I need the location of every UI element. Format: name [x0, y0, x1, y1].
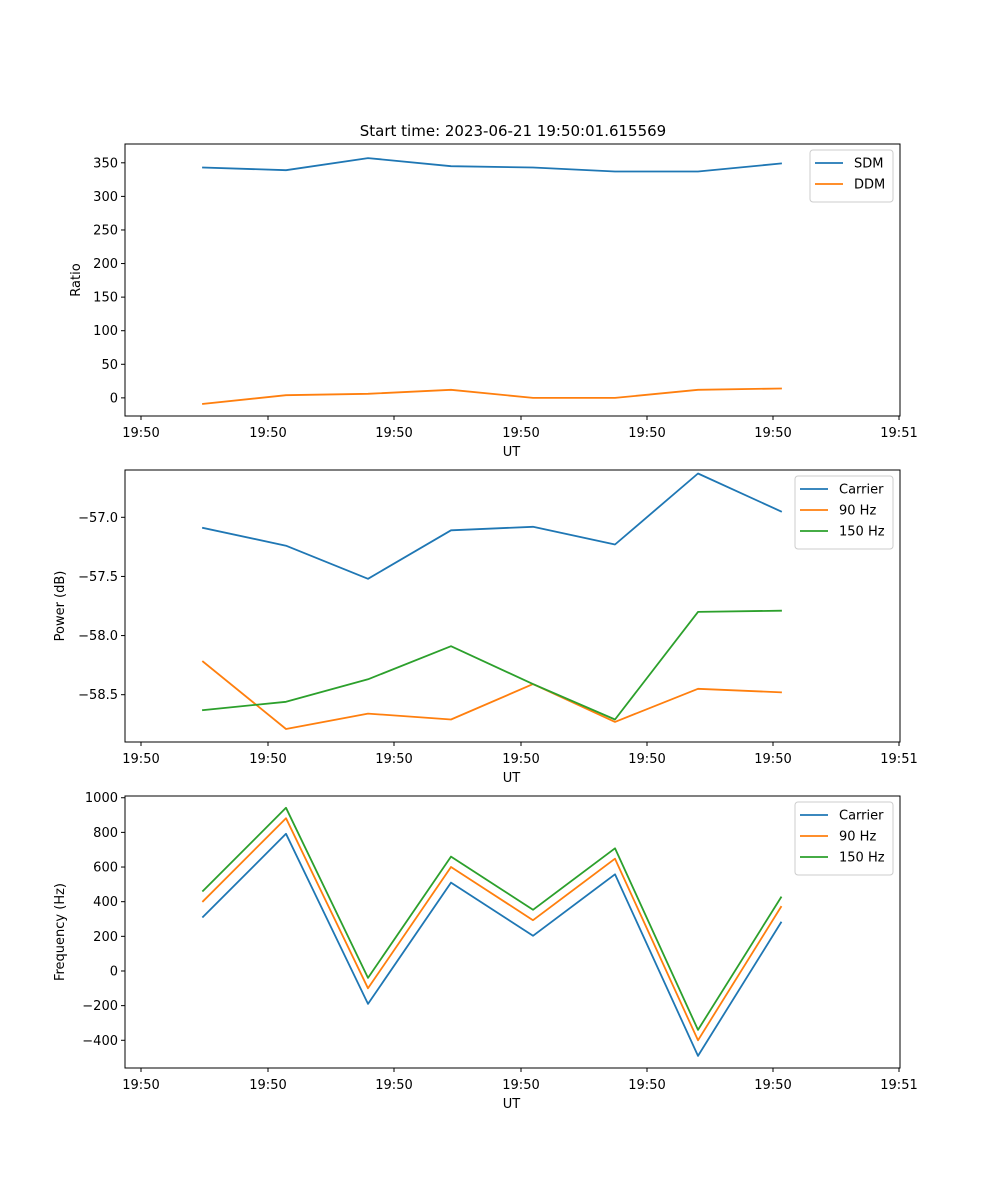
y-tick-label: 50 — [101, 358, 118, 373]
x-tick-label: 19:51 — [880, 752, 917, 767]
x-tick-label: 19:50 — [754, 426, 791, 441]
axes-frame — [124, 143, 901, 417]
y-tick-label: −58.0 — [78, 629, 118, 644]
y-tick-label: −58.5 — [78, 688, 118, 703]
y-axis-label: Power (dB) — [53, 571, 68, 642]
y-tick-label: −57.0 — [78, 511, 118, 526]
y-tick-label: 150 — [93, 291, 118, 306]
series-line-sdm — [202, 157, 782, 173]
y-axis-label: Ratio — [69, 263, 84, 296]
y-tick-label: −57.5 — [78, 570, 118, 585]
y-tick-label: 250 — [93, 223, 118, 238]
y-tick-label: −400 — [82, 1034, 118, 1049]
x-tick-label: 19:50 — [375, 752, 412, 767]
y-tick-label: 100 — [93, 324, 118, 339]
x-tick-label: 19:50 — [754, 1078, 791, 1093]
x-tick-label: 19:50 — [122, 1078, 159, 1093]
x-tick-label: 19:50 — [249, 426, 286, 441]
axes-frame — [124, 469, 901, 743]
x-tick-label: 19:50 — [375, 1078, 412, 1093]
x-tick-label: 19:50 — [375, 426, 412, 441]
legend-label: SDM — [854, 157, 883, 172]
x-axis-label: UT — [503, 445, 521, 460]
axes-frame — [124, 795, 901, 1069]
x-tick-label: 19:50 — [502, 752, 539, 767]
series-line-150-hz — [201, 806, 783, 1031]
x-tick-label: 19:51 — [880, 426, 917, 441]
x-tick-label: 19:50 — [122, 752, 159, 767]
chart-panel-3: −400 −200 0 200 400 600 800 1000 19:50 19:50 19:50… — [53, 791, 918, 1112]
legend: Carrier 90 Hz 150 Hz — [794, 801, 894, 876]
series-line-carrier — [201, 832, 783, 1057]
figure-title: Start time: 2023-06-21 19:50:01.615569 — [360, 122, 666, 140]
series-line-carrier — [201, 472, 783, 580]
legend-label: 90 Hz — [839, 830, 876, 845]
y-tick-label: 600 — [93, 861, 118, 876]
y-tick-label: 400 — [93, 895, 118, 910]
x-tick-label: 19:50 — [628, 426, 665, 441]
legend-label: 150 Hz — [839, 851, 885, 866]
y-tick-label: 0 — [110, 964, 118, 979]
legend-label: DDM — [854, 178, 885, 193]
y-tick-label: 1000 — [85, 791, 118, 806]
legend-label: 150 Hz — [839, 525, 885, 540]
x-tick-label: 19:50 — [502, 1078, 539, 1093]
x-tick-label: 19:50 — [502, 426, 539, 441]
legend: SDM DDM — [809, 149, 894, 203]
y-tick-label: 200 — [93, 257, 118, 272]
y-tick-label: −200 — [82, 999, 118, 1014]
chart-panel-2: −58.5 −58.0 −57.5 −57.0 19:50 19:50 19:50 19:50… — [53, 469, 918, 786]
series-line-90-hz — [201, 817, 783, 1042]
chart-panel-1: 0 50 100 150 200 250 300 350 19:50 19:50 19:50 19:5… — [69, 143, 918, 460]
y-tick-label: 800 — [93, 826, 118, 841]
legend: Carrier 90 Hz 150 Hz — [794, 475, 894, 550]
y-tick-label: 0 — [110, 391, 118, 406]
x-tick-label: 19:50 — [249, 752, 286, 767]
series-line-90-hz — [201, 660, 782, 730]
x-axis-label: UT — [503, 1097, 521, 1112]
y-tick-label: 300 — [93, 190, 118, 205]
x-tick-label: 19:50 — [754, 752, 791, 767]
x-tick-label: 19:51 — [880, 1078, 917, 1093]
x-tick-label: 19:50 — [249, 1078, 286, 1093]
x-tick-label: 19:50 — [122, 426, 159, 441]
y-tick-label: 350 — [93, 156, 118, 171]
series-line-150-hz — [202, 609, 782, 721]
x-tick-label: 19:50 — [628, 752, 665, 767]
legend-label: Carrier — [839, 483, 884, 498]
legend-label: 90 Hz — [839, 504, 876, 519]
series-line-ddm — [202, 387, 782, 405]
x-axis-label: UT — [503, 771, 521, 786]
y-axis-label: Frequency (Hz) — [53, 883, 68, 981]
y-tick-label: 200 — [93, 930, 118, 945]
x-tick-label: 19:50 — [628, 1078, 665, 1093]
legend-label: Carrier — [839, 809, 884, 824]
